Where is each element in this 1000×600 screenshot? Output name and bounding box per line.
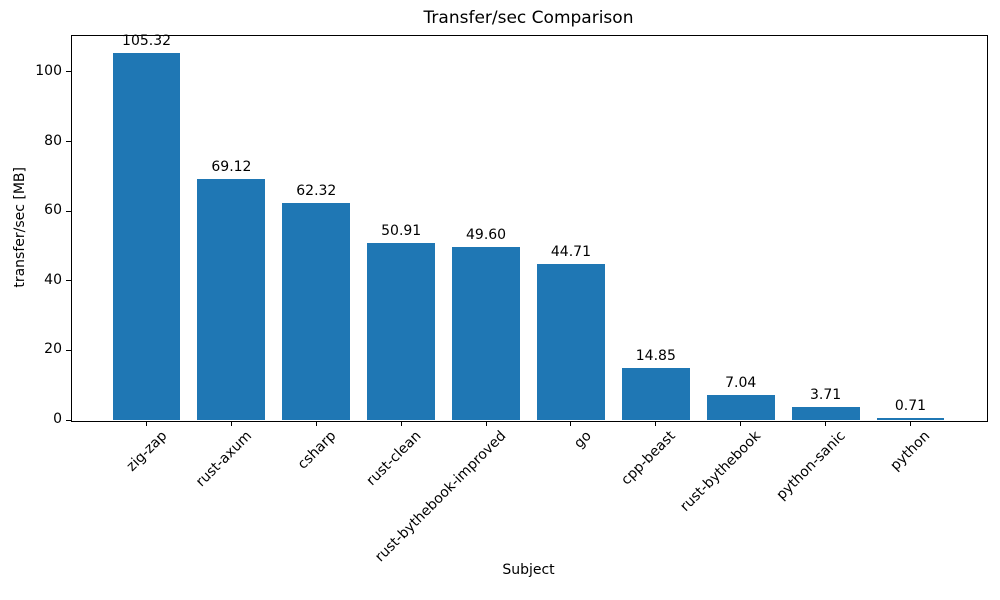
x-tick-mark xyxy=(230,421,232,426)
x-tick-label: zig-zap xyxy=(123,428,170,475)
x-tick-mark xyxy=(485,421,487,426)
bar xyxy=(112,53,181,420)
y-tick-mark xyxy=(66,280,71,282)
x-tick-label: python xyxy=(887,428,934,474)
bar-value-label: 62.32 xyxy=(296,183,337,200)
y-tick-label: 100 xyxy=(35,62,62,79)
bar-value-label: 14.85 xyxy=(635,348,676,365)
bar-value-label: 49.60 xyxy=(466,227,507,244)
y-tick-label: 20 xyxy=(44,341,62,358)
bar-value-label: 7.04 xyxy=(725,375,757,392)
bar-value-label: 3.71 xyxy=(809,387,842,404)
x-tick-label: rust-clean xyxy=(363,428,425,489)
bar xyxy=(452,247,520,420)
x-axis-label: Subject xyxy=(502,562,555,578)
x-tick-mark xyxy=(570,421,572,426)
x-tick-mark xyxy=(909,421,911,426)
y-tick-mark xyxy=(66,210,71,212)
y-axis-label: transfer/sec [MB] xyxy=(12,167,28,288)
bar xyxy=(706,395,775,420)
y-tick-mark xyxy=(66,419,71,421)
x-tick-label: csharp xyxy=(295,428,340,473)
y-tick-mark xyxy=(66,71,71,73)
x-tick-mark xyxy=(315,421,317,426)
x-tick-mark xyxy=(740,421,742,426)
bar-value-label: 50.91 xyxy=(381,222,422,239)
bar xyxy=(876,417,945,420)
y-tick-mark xyxy=(66,141,71,143)
bar-value-label: 69.12 xyxy=(211,159,252,176)
x-tick-label: go xyxy=(570,428,595,452)
chart-title: Transfer/sec Comparison xyxy=(423,8,634,28)
bar xyxy=(367,242,436,420)
bar xyxy=(621,368,690,420)
y-tick-mark xyxy=(66,349,71,351)
bar-value-label: 105.32 xyxy=(122,33,172,50)
bar-value-label: 0.71 xyxy=(894,397,927,414)
bar xyxy=(791,407,860,420)
y-tick-label: 40 xyxy=(44,271,62,288)
y-axis-label-wrap: transfer/sec [MB] xyxy=(12,35,28,420)
bar xyxy=(282,203,351,420)
x-tick-mark xyxy=(146,421,148,426)
y-tick-label: 60 xyxy=(44,202,62,219)
x-tick-mark xyxy=(655,421,657,426)
x-tick-label: python-sanic xyxy=(773,428,849,504)
y-tick-label: 0 xyxy=(53,411,62,427)
y-tick-label: 80 xyxy=(44,132,62,149)
x-tick-label: rust-bythebook xyxy=(677,428,765,515)
x-tick-label: cpp-beast xyxy=(618,428,680,489)
x-tick-label: rust-axum xyxy=(192,428,255,491)
bar xyxy=(536,264,605,420)
bar-value-label: 44.71 xyxy=(550,244,591,261)
bar xyxy=(197,179,266,420)
x-tick-mark xyxy=(400,421,402,426)
x-tick-mark xyxy=(825,421,827,426)
